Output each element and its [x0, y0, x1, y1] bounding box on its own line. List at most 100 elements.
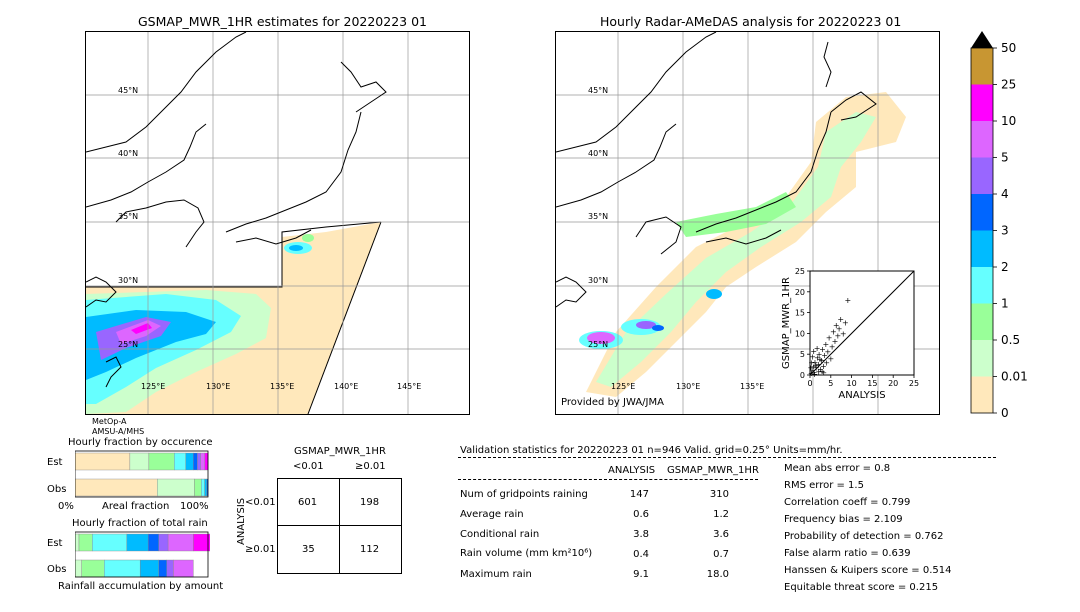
colorbar-label: 5: [1001, 151, 1009, 165]
fraction-segment: [174, 452, 187, 471]
left-lat-label: 40°N: [118, 149, 139, 158]
fraction-segment: [204, 452, 209, 471]
scatter-point: +: [809, 352, 816, 361]
right-map-moderate-rain-area: [676, 192, 796, 237]
fraction-segment: [197, 452, 201, 471]
scatter-point: +: [820, 362, 827, 371]
validation-row-label: Num of gridpoints raining: [460, 489, 588, 500]
right-lat-label: 45°N: [588, 86, 609, 95]
left-map-swath-edge: [86, 221, 382, 288]
scatter-y-tick-label: 5: [800, 350, 805, 359]
occurrence-bars: [75, 450, 209, 498]
fraction-segment: [201, 478, 205, 497]
scatter-point: +: [832, 337, 839, 346]
scatter-point: +: [815, 367, 822, 376]
colorbar-label: 2: [1001, 260, 1009, 274]
contingency-table: 601 198 35 112: [277, 478, 402, 574]
scatter-point: +: [814, 354, 821, 363]
left-lat-label: 35°N: [118, 212, 139, 221]
colorbar-segments: [971, 48, 993, 413]
colorbar-segment: [971, 84, 993, 121]
score-line: Frequency bias = 2.109: [784, 514, 903, 525]
scatter-point: +: [813, 364, 820, 373]
validation-gsmap-value: 0.7: [713, 549, 729, 560]
scatter-y-ticks: 0 5 10 15 20 25: [795, 267, 810, 380]
scatter-point: +: [829, 343, 836, 352]
left-map-cell: [289, 245, 303, 251]
left-lat-label: 45°N: [118, 86, 139, 95]
scatter-point: +: [812, 361, 819, 370]
right-map-cell: [652, 325, 664, 331]
fraction-segment: [92, 533, 128, 552]
scatter-xlabel: ANALYSIS: [838, 390, 885, 401]
validation-analysis-value: 147: [629, 489, 649, 500]
colorbar-label: 25: [1001, 78, 1016, 92]
colorbar-label: 4: [1001, 187, 1009, 201]
scatter-point: +: [842, 319, 849, 328]
right-lat-label: 30°N: [588, 276, 609, 285]
scatter-point: +: [810, 363, 817, 372]
scatter-y-tick-label: 25: [795, 267, 805, 276]
left-map-grid: [86, 32, 469, 414]
validation-gsmap-value: 310: [709, 489, 729, 500]
scatter-point: +: [810, 347, 817, 356]
colorbar-segment: [971, 121, 993, 158]
right-map-cell: [706, 289, 722, 299]
total-frame: [75, 531, 209, 578]
occurrence-axis-left: 0%: [58, 501, 74, 512]
scatter-x-tick-label: 10: [847, 379, 857, 388]
score-line: Equitable threat score = 0.215: [784, 582, 939, 593]
right-lat-label: 35°N: [588, 212, 609, 221]
scatter-point: +: [835, 331, 842, 340]
right-map-light-rain-area: [596, 112, 876, 387]
scatter-point: +: [827, 354, 834, 363]
contingency-cell: 112: [360, 544, 380, 555]
occurrence-title: Hourly fraction by occurence: [68, 437, 213, 448]
left-lat-label: 25°N: [118, 340, 139, 349]
contingency-col-label: ≥0.01: [355, 461, 386, 472]
fraction-segment: [147, 533, 159, 552]
contingency-cell: 198: [360, 497, 380, 508]
validation-gsmap-value: 1.2: [713, 509, 729, 520]
scatter-x-tick-label: 5: [828, 379, 833, 388]
right-lon-label: 130°E: [676, 382, 701, 391]
scatter-x-tick-label: 25: [909, 379, 919, 388]
scatter-y-tick-label: 0: [800, 371, 805, 380]
right-lon-label: 135°E: [740, 382, 765, 391]
fraction-segment: [139, 559, 159, 578]
right-map-title: Hourly Radar-AMeDAS analysis for 2022022…: [600, 14, 902, 29]
right-lon-label: 125°E: [611, 382, 636, 391]
left-map-swath-edge: [307, 221, 382, 414]
scatter-y-tick-label: 10: [795, 329, 805, 338]
colorbar: 50 25 10 5 4 3 2 1 0.5 0.01 0: [970, 31, 1028, 420]
score-line: False alarm ratio = 0.639: [784, 548, 911, 559]
fraction-segment: [204, 478, 208, 497]
scatter-inset: ++++++++++++++++++++++++++++++++++++++++…: [781, 267, 919, 401]
fraction-segment: [75, 533, 80, 552]
total-obs-bar: [75, 559, 194, 578]
fraction-segment: [75, 452, 131, 471]
left-lon-label: 140°E: [334, 382, 359, 391]
fraction-segment: [75, 559, 82, 578]
left-lon-label: 125°E: [141, 382, 166, 391]
validation-row-label: Average rain: [460, 509, 524, 520]
scatter-ylabel: GSMAP_MWR_1HR: [781, 277, 792, 369]
occurrence-obs-bar: [75, 478, 209, 497]
sensor-label: MetOp-A: [92, 417, 127, 426]
score-line: RMS error = 1.5: [784, 480, 864, 491]
right-lat-label: 40°N: [588, 149, 609, 158]
fraction-segment: [158, 533, 169, 552]
validation-row-label: Maximum rain: [460, 569, 532, 580]
validation-col-divider: [458, 479, 758, 480]
scatter-point: +: [808, 359, 815, 368]
scatter-point: +: [811, 368, 818, 377]
left-lat-label: 30°N: [118, 276, 139, 285]
colorbar-label: 0.01: [1001, 370, 1028, 384]
sensor-label: AMSU-A/MHS: [92, 427, 145, 436]
fraction-segment: [194, 478, 202, 497]
total-est-bar: [75, 533, 210, 552]
colorbar-over-arrow: [971, 31, 993, 48]
contingency-col-label: <0.01: [293, 461, 324, 472]
colorbar-label: 0.5: [1001, 333, 1020, 347]
left-map-title: GSMAP_MWR_1HR estimates for 20220223 01: [138, 14, 427, 29]
